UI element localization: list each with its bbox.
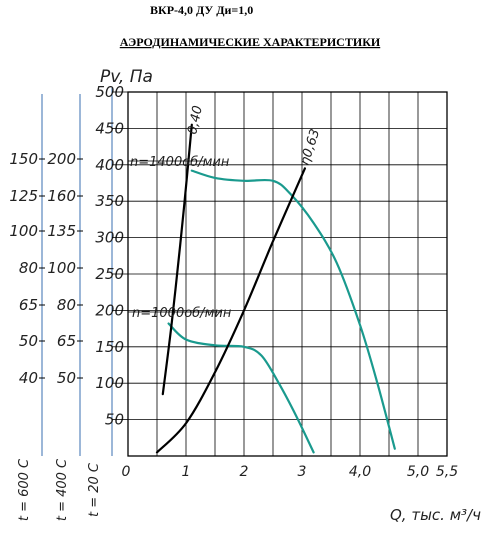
x-tick-label: 4,0 [349,464,371,480]
series-group [155,123,396,454]
temp-tick-label: 100 [47,259,76,277]
series-line [155,167,306,454]
temp-tick-label: 80 [19,259,38,277]
annotation-n1400: n=1400об/мин [130,155,230,170]
y-tick-label: 400 [95,156,124,174]
temp-scale-label: t = 600 С [17,458,32,521]
y-tick-label: 500 [95,83,124,101]
temp-tick-label: 65 [19,296,38,314]
x-tick-label: 2 [240,464,249,480]
temp-tick-label: 150 [9,150,38,168]
x-tick-label: 3 [298,464,307,480]
temp-tick-label: 125 [9,187,38,205]
temp-tick-label: 200 [47,150,76,168]
series-line [167,322,315,454]
y-tick-label: 200 [95,301,124,319]
y-tick-label: 350 [95,192,124,210]
y-tick-label: 450 [95,119,124,137]
chart-title: АЭРОДИНАМИЧЕСКИЕ ХАРАКТЕРИСТИКИ [120,35,381,49]
x-tick-label: 5,0 [407,464,429,480]
x-tick-label: 0 [122,464,131,480]
temp-tick-label: 135 [47,222,76,240]
temp-tick-label: 50 [57,369,76,387]
temperature-axes: 5010015020025030035040045050015012510080… [9,83,128,521]
annotation-n1000: n=1000об/мин [132,306,232,321]
x-axis-label: Q, тыс. м³/ч [390,506,481,524]
x-tick-label: 1 [182,464,191,480]
y-tick-label: 100 [95,374,124,392]
annotation-eta040: 0,40 [185,104,206,135]
temp-tick-label: 65 [57,332,76,350]
y-tick-label: 150 [95,338,124,356]
series-line [161,123,193,396]
series-line [190,169,396,450]
temp-tick-label: 160 [47,187,76,205]
axis-labels: 0 1 2 3 4,0 5,0 5,5 Pv, Па Q, тыс. м³/ч n=1400об/… [100,67,481,524]
temp-tick-label: 50 [19,332,38,350]
annotation-eta063: η0,63 [298,127,324,167]
y-tick-label: 250 [95,265,124,283]
temp-tick-label: 100 [9,222,38,240]
temp-scale-label: t = 400 С [55,458,70,521]
temp-scale-label: t = 20 С [87,462,102,517]
temp-tick-label: 40 [19,369,38,387]
y-axis-label: Pv, Па [100,67,153,87]
model-header: ВКР-4,0 ДУ Ди=1,0 [150,3,253,17]
temp-tick-label: 80 [57,296,76,314]
chart-grid [127,91,448,457]
x-tick-label: 5,5 [436,464,458,480]
y-tick-label: 300 [95,229,124,247]
